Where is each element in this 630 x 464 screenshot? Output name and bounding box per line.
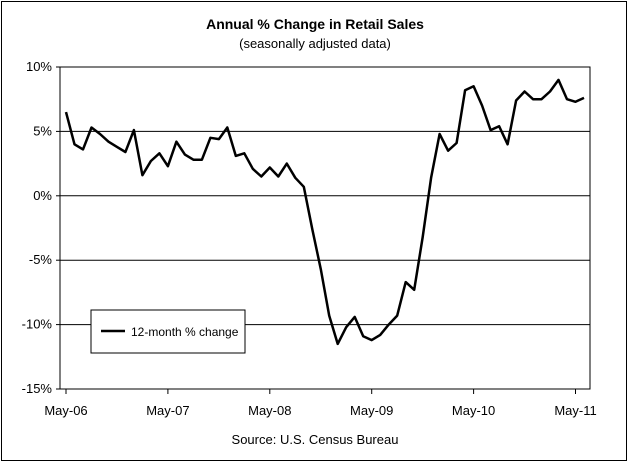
y-tick-label: -10% bbox=[22, 317, 53, 332]
x-tick-label: May-08 bbox=[248, 403, 291, 418]
x-tick-label: May-07 bbox=[146, 403, 189, 418]
plot-area-border bbox=[59, 66, 591, 390]
chart-subtitle: (seasonally adjusted data) bbox=[239, 36, 391, 51]
y-axis-ticks: 10% 5% 0% -5% -10% -15% bbox=[22, 59, 60, 396]
y-tick-label: 5% bbox=[33, 123, 52, 138]
chart-title: Annual % Change in Retail Sales bbox=[206, 16, 424, 32]
x-tick-label: May-09 bbox=[350, 403, 393, 418]
y-tick-label: -15% bbox=[22, 381, 53, 396]
axes bbox=[59, 66, 591, 390]
y-tick-label: 0% bbox=[33, 188, 52, 203]
y-tick-label: 10% bbox=[26, 59, 52, 74]
chart-source: Source: U.S. Census Bureau bbox=[231, 432, 399, 447]
series-line-12-month-change bbox=[64, 78, 585, 346]
x-tick-label: May-06 bbox=[44, 403, 87, 418]
legend: 12-month % change bbox=[90, 309, 246, 354]
series-layer bbox=[64, 78, 585, 346]
y-tick-label: -5% bbox=[29, 252, 53, 267]
x-tick-label: May-10 bbox=[452, 403, 495, 418]
x-tick-label: May-11 bbox=[554, 403, 596, 418]
legend-label: 12-month % change bbox=[131, 325, 239, 339]
x-axis-ticks: May-06 May-07 May-08 May-09 May-10 May-11 bbox=[44, 389, 597, 418]
